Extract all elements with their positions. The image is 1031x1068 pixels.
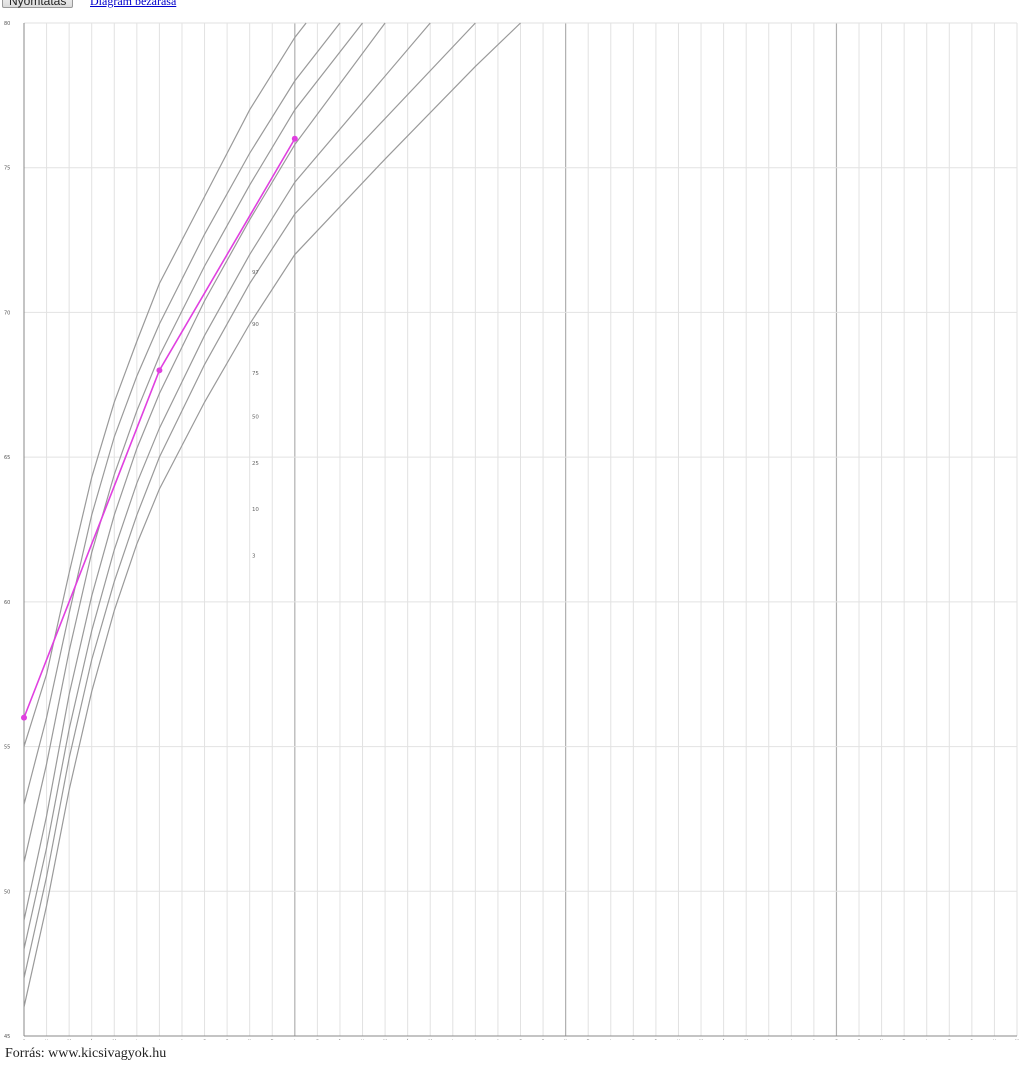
x-tick-label: Á (90, 1038, 94, 1040)
x-tick-label: A (812, 1039, 816, 1040)
percentile-curve-90 (24, 22, 341, 805)
x-tick-label: M (112, 1039, 116, 1040)
x-tick-label: F (316, 1039, 319, 1040)
x-tick-label: Á (722, 1038, 726, 1040)
percentile-label-97: 97 (252, 270, 259, 276)
x-tick-label: S (835, 1039, 838, 1040)
y-tick-label: 70 (4, 310, 10, 316)
percentile-label-3: 3 (252, 554, 256, 560)
toolbar: Nyomtatás Diagram bezárása (0, 0, 1031, 10)
x-tick-label: A (496, 1039, 500, 1040)
percentile-label-25: 25 (252, 461, 259, 467)
x-tick-label: O (541, 1039, 545, 1040)
x-axis-ticks: 0 H M Á M J J A S O N D J F 1 H M Á M J J A S O N D J F 2 H M Á M J J A S O N D… (23, 1038, 1019, 1040)
x-tick-label: J (293, 1039, 295, 1040)
x-tick-label: 2 (654, 1039, 657, 1040)
x-tick-label: M (428, 1039, 432, 1040)
growth-chart: 97 90 75 50 25 10 3 45 50 55 60 65 70 75 80 0 H M Á M J J A S… (4, 21, 1019, 1040)
x-tick-label: J (925, 1039, 927, 1040)
percentile-label-90: 90 (252, 322, 259, 328)
x-tick-label: O (225, 1039, 229, 1040)
x-tick-label: 1 (339, 1039, 342, 1040)
percentile-curve-10 (24, 22, 476, 979)
x-tick-label: J (158, 1039, 160, 1040)
grid (23, 22, 1018, 1037)
percentile-curves (24, 22, 521, 1008)
child-point (21, 714, 27, 721)
x-tick-label: J (474, 1039, 476, 1040)
x-tick-label: H (677, 1039, 680, 1040)
child-point (156, 367, 163, 374)
percentile-label-10: 10 (252, 507, 259, 513)
x-tick-label: H (45, 1039, 48, 1040)
x-tick-label: N (880, 1039, 883, 1040)
y-tick-label: 60 (4, 600, 10, 606)
y-tick-label: 65 (4, 455, 10, 461)
x-tick-label: D (586, 1039, 590, 1040)
x-tick-label: O (857, 1039, 861, 1040)
x-tick-label: M (67, 1039, 71, 1040)
percentile-curve-3 (24, 22, 521, 1008)
x-tick-label: J (135, 1039, 137, 1040)
x-tick-label: 0 (23, 1039, 26, 1040)
x-tick-label: J (451, 1039, 453, 1040)
close-chart-link[interactable]: Diagram bezárása (90, 0, 177, 8)
x-tick-label: J (790, 1039, 792, 1040)
child-point (291, 135, 298, 142)
percentile-curve-50 (24, 22, 386, 921)
x-tick-label: J (609, 1039, 611, 1040)
child-series (21, 135, 298, 721)
x-tick-label: J (767, 1039, 769, 1040)
y-tick-label: 75 (4, 166, 10, 172)
x-tick-label: A (180, 1039, 184, 1040)
x-tick-label: M (383, 1039, 387, 1040)
x-tick-label: F (948, 1039, 951, 1040)
y-tick-label: 45 (4, 1034, 10, 1040)
x-tick-label: 3 (970, 1039, 973, 1040)
percentile-label-50: 50 (252, 415, 259, 421)
x-tick-label: M (744, 1039, 748, 1040)
x-tick-label: F (632, 1039, 635, 1040)
source-caption: Forrás: www.kicsivagyok.hu (5, 1046, 167, 1061)
percentile-curve-75 (24, 22, 363, 863)
x-tick-label: D (902, 1039, 906, 1040)
x-tick-label: Á (406, 1038, 410, 1040)
y-tick-label: 80 (4, 21, 10, 27)
percentile-curve-97 (24, 22, 307, 747)
x-tick-label: S (203, 1039, 206, 1040)
x-tick-label: M (1015, 1039, 1019, 1040)
y-tick-label: 55 (4, 745, 10, 751)
y-axis-ticks: 45 50 55 60 65 70 75 80 (4, 21, 10, 1040)
percentile-curve-25 (24, 22, 431, 950)
x-tick-label: N (564, 1039, 567, 1040)
percentile-label-75: 75 (252, 371, 259, 377)
x-tick-label: D (271, 1039, 275, 1040)
percentile-labels: 97 90 75 50 25 10 3 (252, 270, 259, 560)
x-tick-label: H (993, 1039, 996, 1040)
y-tick-label: 50 (4, 889, 10, 895)
x-tick-label: S (519, 1039, 522, 1040)
print-button[interactable]: Nyomtatás (2, 0, 74, 8)
x-tick-label: M (699, 1039, 703, 1040)
x-tick-label: N (248, 1039, 251, 1040)
x-tick-label: H (361, 1039, 364, 1040)
